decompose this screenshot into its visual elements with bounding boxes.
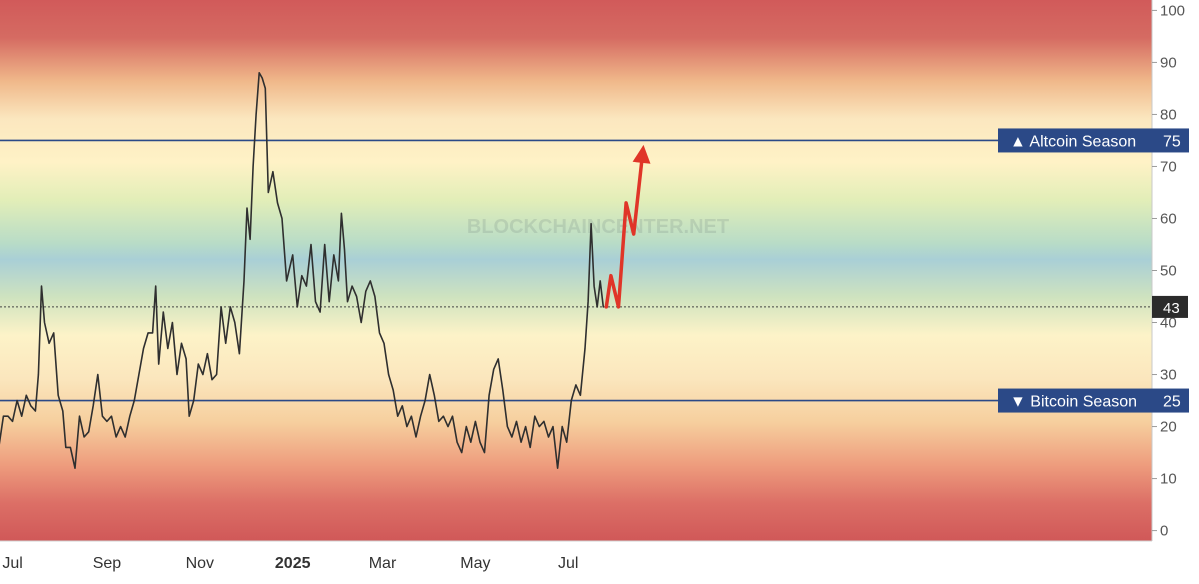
reference-value-label: 25 (1163, 394, 1181, 411)
x-axis-ticks: MayJulSepNov2025MarMayJul (2, 555, 578, 572)
y-tick-label: 80 (1160, 106, 1177, 123)
y-tick-label: 60 (1160, 210, 1177, 227)
x-tick-label: Mar (369, 555, 397, 572)
y-axis-ticks: 0 10 20 30 40 50 60 70 80 90 100 (1152, 2, 1185, 540)
x-tick-label: May (460, 555, 490, 572)
plot-background (0, 0, 1152, 541)
y-tick-label: 40 (1160, 315, 1177, 332)
current-value-box (1152, 295, 1188, 318)
y-tick-label: 0 (1160, 523, 1168, 540)
projection-arrowhead (632, 144, 651, 164)
y-tick-label: 100 (1160, 2, 1185, 19)
reference-label-box (998, 388, 1189, 413)
series-layer (0, 72, 651, 469)
reference-label-box (998, 128, 1189, 153)
projection-series-line (604, 149, 645, 309)
reference-lines (0, 139, 1152, 402)
x-axis-background (0, 541, 1199, 584)
reference-label-text: ▼ Bitcoin Season (1010, 394, 1137, 411)
watermark: BLOCKCHAINCENTER.NET (467, 216, 729, 238)
y-tick-label: 70 (1160, 158, 1177, 175)
y-tick-label: 50 (1160, 263, 1177, 280)
y-axis-background (1152, 0, 1199, 541)
y-tick-label: 90 (1160, 54, 1177, 71)
x-tick-label: Jul (2, 555, 22, 572)
x-tick-label: Nov (186, 555, 214, 572)
current-value-label: 43 (1163, 300, 1180, 317)
index-series-line (0, 72, 605, 469)
axis-labels-layer: ▲ Altcoin Season 75 ▼ Bitcoin Season 25 43 (998, 128, 1189, 413)
y-tick-label: 30 (1160, 367, 1177, 384)
reference-label-text: ▲ Altcoin Season (1010, 133, 1136, 150)
reference-value-label: 75 (1163, 133, 1181, 150)
y-tick-label: 10 (1160, 471, 1177, 488)
x-tick-label: 2025 (275, 555, 311, 572)
y-tick-label: 20 (1160, 419, 1177, 436)
x-tick-label: Sep (93, 555, 122, 572)
x-tick-label: Jul (558, 555, 578, 572)
